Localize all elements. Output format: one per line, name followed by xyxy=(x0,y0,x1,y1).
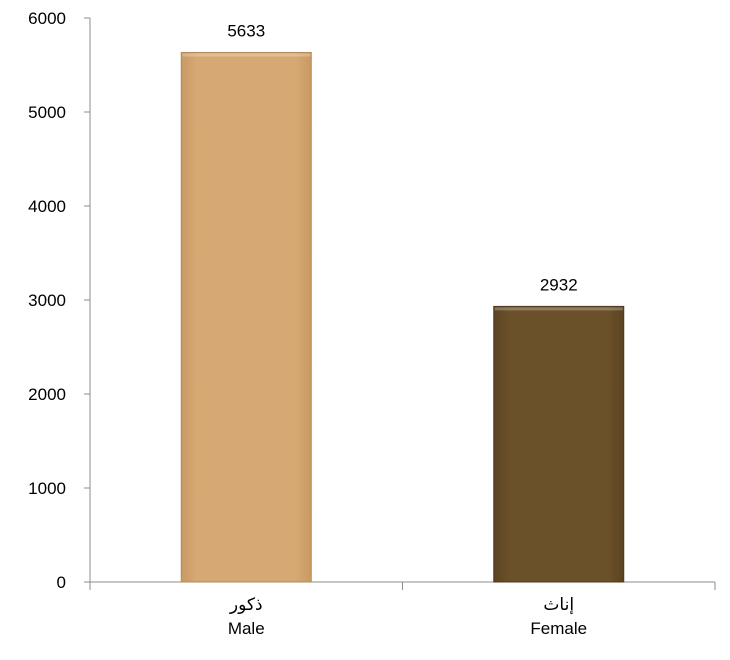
y-tick-label: 3000 xyxy=(28,291,66,310)
x-axis: ذكور Male إناث Female xyxy=(89,581,716,638)
bar-bevel xyxy=(182,53,311,57)
y-tick-label: 4000 xyxy=(28,197,66,216)
y-tick-label: 1000 xyxy=(28,479,66,498)
y-tick-label: 6000 xyxy=(28,9,66,28)
data-label: 2932 xyxy=(540,275,578,294)
bar-female xyxy=(493,305,625,583)
bar-male xyxy=(180,51,312,583)
y-tick-label: 2000 xyxy=(28,385,66,404)
category-label-english: Female xyxy=(530,619,587,638)
y-axis: 0 1000 2000 3000 4000 5000 6000 xyxy=(28,9,91,592)
bars xyxy=(180,51,625,583)
y-tick-label: 0 xyxy=(57,573,66,592)
bar-bevel xyxy=(494,307,623,311)
category-label-arabic: ذكور xyxy=(229,595,263,614)
data-label: 5633 xyxy=(227,21,265,40)
category-label-arabic: إناث xyxy=(543,595,574,614)
data-labels: 5633 2932 xyxy=(227,21,577,294)
category-label-english: Male xyxy=(228,619,265,638)
y-tick-label: 5000 xyxy=(28,103,66,122)
